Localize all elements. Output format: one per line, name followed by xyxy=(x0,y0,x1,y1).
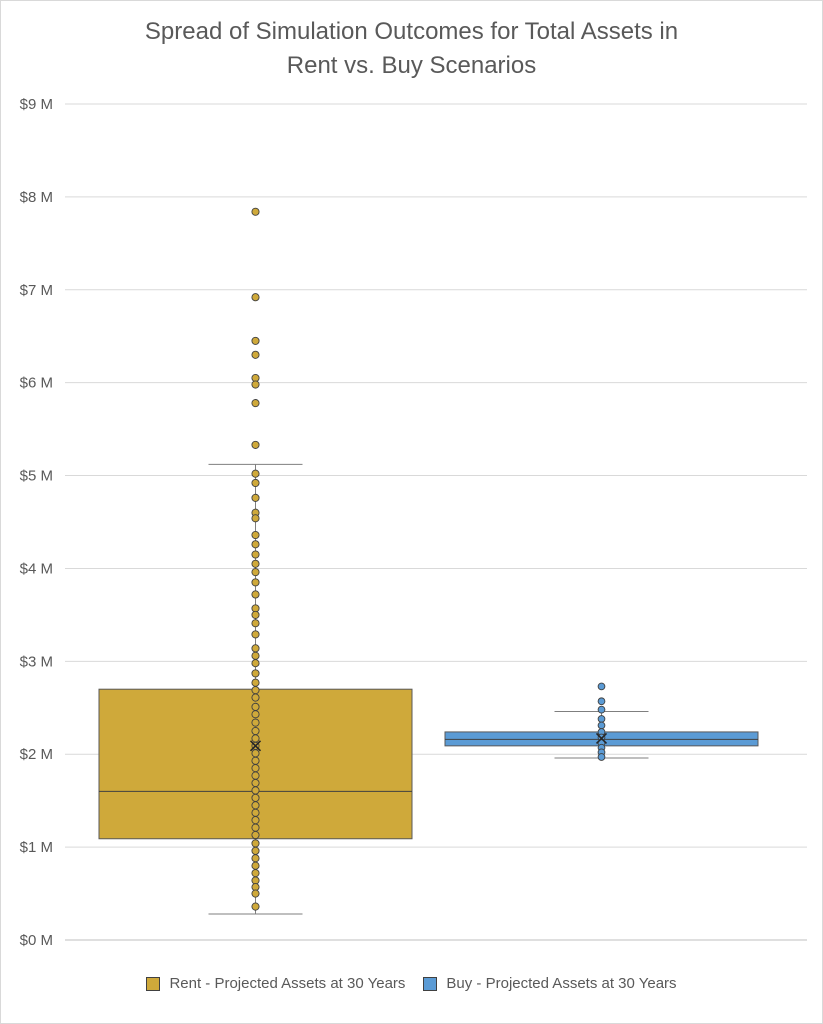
y-tick-label: $6 M xyxy=(20,375,53,392)
legend: Rent - Projected Assets at 30 Years Buy … xyxy=(1,975,822,992)
data-point-rent xyxy=(251,801,260,810)
data-point-rent xyxy=(251,469,260,478)
data-point-rent xyxy=(251,559,260,568)
data-point-rent xyxy=(251,590,260,599)
data-point-rent xyxy=(251,350,260,359)
data-point-rent xyxy=(251,771,260,780)
y-tick-label: $4 M xyxy=(20,560,53,577)
data-point-rent xyxy=(251,778,260,788)
data-point-rent xyxy=(251,830,260,840)
data-point-rent xyxy=(251,610,260,619)
data-point-rent xyxy=(251,816,260,825)
data-point-rent xyxy=(251,293,260,302)
data-point-rent xyxy=(251,749,260,758)
data-point-buy xyxy=(597,697,606,706)
data-point-rent xyxy=(251,718,260,727)
y-tick-label: $1 M xyxy=(20,839,53,856)
y-tick-label: $3 M xyxy=(20,653,53,670)
data-point-rent xyxy=(251,693,260,702)
y-tick-label: $2 M xyxy=(20,746,53,763)
data-point-rent xyxy=(251,839,260,848)
data-point-rent xyxy=(251,889,260,898)
data-point-rent xyxy=(251,669,260,678)
data-point-rent xyxy=(251,808,260,817)
data-point-rent xyxy=(251,440,260,449)
y-tick-label: $0 M xyxy=(20,932,53,949)
data-point-rent xyxy=(251,756,260,765)
data-point-rent xyxy=(251,854,260,863)
y-tick-label: $5 M xyxy=(20,468,53,485)
data-point-rent xyxy=(251,823,260,832)
data-point-rent xyxy=(251,630,260,639)
data-point-rent xyxy=(251,659,260,668)
data-point-rent xyxy=(251,530,260,540)
data-point-rent xyxy=(251,540,260,549)
legend-label-buy: Buy - Projected Assets at 30 Years xyxy=(446,975,677,992)
data-point-rent xyxy=(251,380,260,389)
legend-label-rent: Rent - Projected Assets at 30 Years xyxy=(169,975,406,992)
data-point-buy xyxy=(597,682,606,691)
data-point-rent xyxy=(251,678,260,687)
y-tick-label: $8 M xyxy=(20,189,53,206)
data-point-rent xyxy=(251,702,260,711)
data-point-buy xyxy=(597,715,606,723)
data-point-buy xyxy=(597,721,606,730)
data-point-rent xyxy=(251,514,260,523)
data-point-rent xyxy=(251,902,260,911)
data-point-rent xyxy=(251,207,260,216)
chart-title-line-1: Spread of Simulation Outcomes for Total … xyxy=(144,18,679,45)
data-point-rent xyxy=(251,861,260,870)
data-point-rent xyxy=(251,869,260,878)
legend-item-rent[interactable]: Rent - Projected Assets at 30 Years xyxy=(146,975,405,992)
data-point-rent xyxy=(251,336,260,345)
data-point-rent xyxy=(251,493,260,502)
data-point-buy xyxy=(597,753,606,761)
y-tick-label: $9 M xyxy=(20,96,53,113)
data-point-rent xyxy=(251,710,260,719)
data-point-rent xyxy=(251,550,260,559)
data-point-rent xyxy=(251,686,260,695)
mean-marker-rent xyxy=(249,740,262,752)
data-point-buy xyxy=(597,705,606,714)
y-tick-label: $7 M xyxy=(20,282,53,299)
data-point-rent xyxy=(251,399,260,408)
data-point-rent xyxy=(251,846,260,855)
data-point-rent xyxy=(251,651,260,660)
chart-title: Spread of Simulation Outcomes for Total … xyxy=(1,15,822,83)
data-point-rent xyxy=(251,734,260,743)
legend-item-buy[interactable]: Buy - Projected Assets at 30 Years xyxy=(423,975,677,992)
chart-title-line-2: Rent vs. Buy Scenarios xyxy=(286,52,537,79)
data-point-rent xyxy=(251,793,260,802)
data-point-rent xyxy=(251,578,260,587)
data-point-rent xyxy=(251,619,260,628)
data-point-rent xyxy=(251,568,260,577)
data-point-rent xyxy=(251,644,260,653)
data-point-rent xyxy=(251,764,260,773)
mean-marker-buy xyxy=(595,732,608,744)
data-point-rent xyxy=(251,726,260,736)
data-point-rent xyxy=(251,478,260,488)
legend-swatch-buy xyxy=(423,976,438,991)
data-point-rent xyxy=(251,786,260,795)
legend-swatch-rent xyxy=(146,976,161,991)
